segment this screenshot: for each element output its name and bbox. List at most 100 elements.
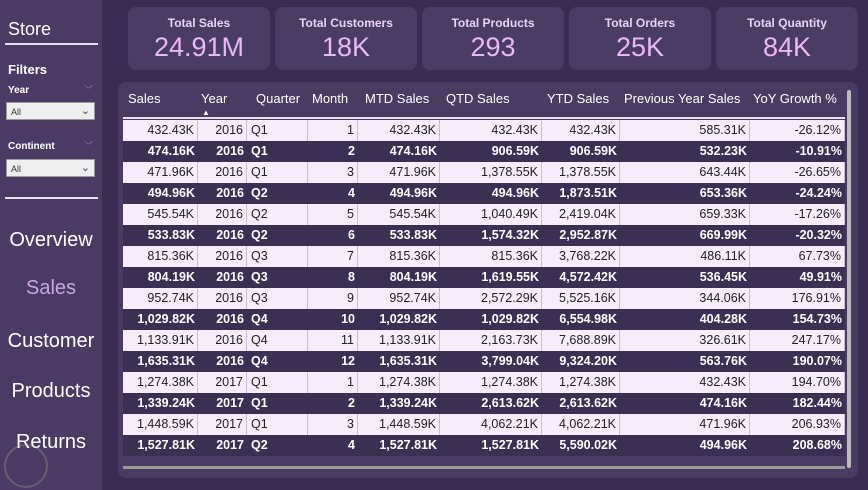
table-cell: 471.96K xyxy=(358,162,440,183)
column-header[interactable]: MTD Sales xyxy=(365,91,430,106)
column-header[interactable]: Sales xyxy=(128,91,161,106)
table-cell: 208.68% xyxy=(792,438,842,452)
table-cell: 815.36K xyxy=(358,246,440,267)
year-filter-label: Year xyxy=(8,85,30,96)
table-cell: 7 xyxy=(308,246,358,267)
table-row[interactable]: 952.74K 2016 Q3 9 952.74K 2,572.29K 5,525.16K 3… xyxy=(123,288,845,309)
kpi-card: Total Quantity 84K xyxy=(716,7,858,70)
kpi-title: Total Products xyxy=(451,16,535,30)
kpi-title: Total Sales xyxy=(167,16,231,30)
sidebar-title: Store xyxy=(8,19,52,39)
table-cell: 404.28K xyxy=(699,312,747,326)
table-cell: 1,448.59K xyxy=(358,414,440,435)
kpi-card: Total Orders 25K xyxy=(569,7,711,70)
table-cell: 1,635.31K xyxy=(137,354,195,368)
table-cell: 4 xyxy=(348,438,355,452)
table-row[interactable]: 1,339.24K 2017 Q1 2 1,339.24K 2,613.62K 2,613.… xyxy=(123,393,845,414)
table-cell: 6,554.98K xyxy=(559,312,617,326)
table-cell: 643.44K xyxy=(620,162,750,183)
column-header[interactable]: QTD Sales xyxy=(446,91,510,106)
column-header[interactable]: Previous Year Sales xyxy=(624,91,741,106)
sidebar: Store Filters Year ﹀ All ⌄ Continent ﹀ Al… xyxy=(0,0,102,490)
table-cell: 8 xyxy=(348,270,355,284)
table-cell: Q2 xyxy=(251,186,268,200)
table-cell: 2 xyxy=(348,144,355,158)
table-cell: 1,040.49K xyxy=(440,204,542,225)
table-cell: 1 xyxy=(308,120,358,141)
table-row[interactable]: 1,274.38K 2017 Q1 1 1,274.38K 1,274.38K 1,274.… xyxy=(123,372,845,393)
column-header[interactable]: Quarter xyxy=(256,91,301,106)
horizontal-scrollbar[interactable] xyxy=(123,466,845,469)
table-row[interactable]: 474.16K 2016 Q1 2 474.16K 906.59K 906.59K 532.2… xyxy=(123,141,845,162)
chevron-down-icon[interactable]: ﹀ xyxy=(84,141,94,151)
column-header[interactable]: Month xyxy=(312,91,349,106)
kpi-value: 18K xyxy=(321,32,371,62)
table-row[interactable]: 533.83K 2016 Q2 6 533.83K 1,574.32K 2,952.87K 6… xyxy=(123,225,845,246)
kpi-card: Total Products 293 xyxy=(422,7,564,70)
table-row[interactable]: 545.54K 2016 Q2 5 545.54K 1,040.49K 2,419.04K 6… xyxy=(123,204,845,225)
table-cell: 432.43K xyxy=(440,120,542,141)
table-cell: 563.76K xyxy=(699,354,747,368)
table-cell: 2016 xyxy=(216,144,244,158)
table-cell: 1,029.82K xyxy=(137,312,195,326)
table-cell: 952.74K xyxy=(123,288,198,309)
column-header[interactable]: Year xyxy=(201,91,228,106)
table-row[interactable]: 1,448.59K 2017 Q1 3 1,448.59K 4,062.21K 4,062.… xyxy=(123,414,845,435)
logo-watermark xyxy=(4,444,48,488)
chevron-down-icon[interactable]: ﹀ xyxy=(84,85,94,95)
table-cell: 194.70% xyxy=(750,372,845,393)
table-row[interactable]: 1,029.82K 2016 Q4 10 1,029.82K 1,029.82K 6,554… xyxy=(123,309,845,330)
table-row[interactable]: 1,635.31K 2016 Q4 12 1,635.31K 3,799.04K 9,324… xyxy=(123,351,845,372)
table-cell: Q1 xyxy=(247,120,308,141)
table-cell: 1,527.81K xyxy=(137,438,195,452)
table-cell: 4 xyxy=(348,186,355,200)
nav-overview[interactable]: Overview xyxy=(9,229,93,251)
table-cell: 471.96K xyxy=(620,414,750,435)
table-row[interactable]: 494.96K 2016 Q2 4 494.96K 494.96K 1,873.51K 653… xyxy=(123,183,845,204)
kpi-value: 24.91M xyxy=(153,32,245,62)
column-header[interactable]: YoY Growth % xyxy=(753,91,837,106)
nav-customer[interactable]: Customer xyxy=(7,330,95,352)
table-cell: 815.36K xyxy=(440,246,542,267)
table-cell: 1,527.81K xyxy=(379,438,437,452)
table-row[interactable]: 1,133.91K 2016 Q4 11 1,133.91K 2,163.73K 7,688… xyxy=(123,330,845,351)
table-cell: 1,635.31K xyxy=(379,354,437,368)
sort-ascending-icon[interactable]: ▲ xyxy=(202,108,210,117)
continent-filter-select[interactable]: All ⌄ xyxy=(6,159,95,177)
table-cell: 5 xyxy=(308,204,358,225)
table-cell: 1,339.24K xyxy=(379,396,437,410)
table-cell: 176.91% xyxy=(750,288,845,309)
table-cell: 1 xyxy=(308,372,358,393)
table-row[interactable]: 471.96K 2016 Q1 3 471.96K 1,378.55K 1,378.55K 6… xyxy=(123,162,845,183)
year-filter-select[interactable]: All ⌄ xyxy=(6,102,95,120)
table-cell: 1,527.81K xyxy=(481,438,539,452)
table-cell: 2017 xyxy=(216,396,244,410)
table-cell: 804.19K xyxy=(389,270,437,284)
table-cell: 1,274.38K xyxy=(440,372,542,393)
table-row[interactable]: 1,527.81K 2017 Q2 4 1,527.81K 1,527.81K 5,590.… xyxy=(123,435,845,456)
table-cell: 5,590.02K xyxy=(559,438,617,452)
table-cell: 247.17% xyxy=(750,330,845,351)
column-header[interactable]: YTD Sales xyxy=(547,91,610,106)
table-cell: 4,572.42K xyxy=(559,270,617,284)
table-row[interactable]: 432.43K 2016 Q1 1 432.43K 432.43K 432.43K 585.3… xyxy=(123,120,845,141)
table-cell: -17.26% xyxy=(750,204,845,225)
vertical-scrollbar[interactable] xyxy=(847,90,851,468)
nav-products[interactable]: Products xyxy=(11,380,91,402)
table-cell: 2017 xyxy=(216,438,244,452)
table-cell: 494.96K xyxy=(699,438,747,452)
table-cell: 1,274.38K xyxy=(358,372,440,393)
year-filter-value: All xyxy=(11,107,22,117)
table-cell: 10 xyxy=(341,312,355,326)
table-cell: 669.99K xyxy=(699,228,747,242)
table-cell: 11 xyxy=(308,330,358,351)
divider xyxy=(5,43,98,45)
table-row[interactable]: 804.19K 2016 Q3 8 804.19K 1,619.55K 4,572.42K 5… xyxy=(123,267,845,288)
table-cell: 3 xyxy=(308,162,358,183)
table-cell: 344.06K xyxy=(620,288,750,309)
table-row[interactable]: 815.36K 2016 Q3 7 815.36K 815.36K 3,768.22K 486… xyxy=(123,246,845,267)
table-cell: 154.73% xyxy=(792,312,842,326)
nav-sales[interactable]: Sales xyxy=(25,277,77,299)
continent-filter-label: Continent xyxy=(8,141,55,152)
table-cell: 7,688.89K xyxy=(542,330,620,351)
